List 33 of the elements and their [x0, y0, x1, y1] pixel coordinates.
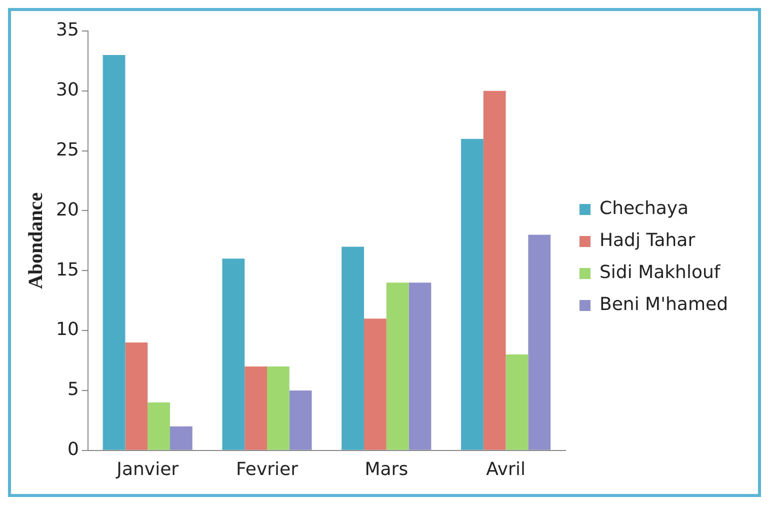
bar: [461, 138, 484, 450]
bar: [244, 366, 267, 450]
bar: [102, 54, 126, 450]
bar: [148, 402, 170, 450]
legend-label: Hadj Tahar: [599, 230, 696, 252]
x-tick-label: Mars: [364, 458, 408, 480]
x-tick-label: Fevrier: [236, 458, 299, 480]
y-tick-label: 25: [56, 140, 79, 160]
bar: [528, 234, 551, 450]
bar: [267, 366, 290, 450]
bar: [222, 258, 245, 450]
bar: [506, 354, 528, 450]
bar: [342, 246, 364, 450]
bar: [364, 318, 386, 450]
y-tick-label: 0: [67, 439, 79, 460]
legend-label: Sidi Makhlouf: [599, 262, 721, 284]
bar: [386, 282, 409, 450]
y-tick-label: 5: [67, 379, 79, 400]
y-tick-label: 30: [56, 80, 79, 101]
y-tick-label: 20: [56, 199, 79, 220]
legend-label: Beni M'hamed: [599, 294, 728, 316]
bar: [408, 282, 432, 450]
bar: [170, 426, 192, 450]
x-tick-label: Janvier: [116, 458, 180, 480]
y-tick-label: 10: [56, 319, 79, 340]
bar: [483, 90, 506, 450]
legend-label: Chechaya: [599, 198, 689, 220]
y-axis-title: Abondance: [25, 192, 48, 290]
bar: [125, 342, 148, 450]
y-tick-label: 15: [56, 259, 79, 280]
x-tick-label: Avril: [486, 458, 526, 480]
bar: [289, 390, 312, 450]
y-tick-label: 35: [56, 20, 79, 41]
